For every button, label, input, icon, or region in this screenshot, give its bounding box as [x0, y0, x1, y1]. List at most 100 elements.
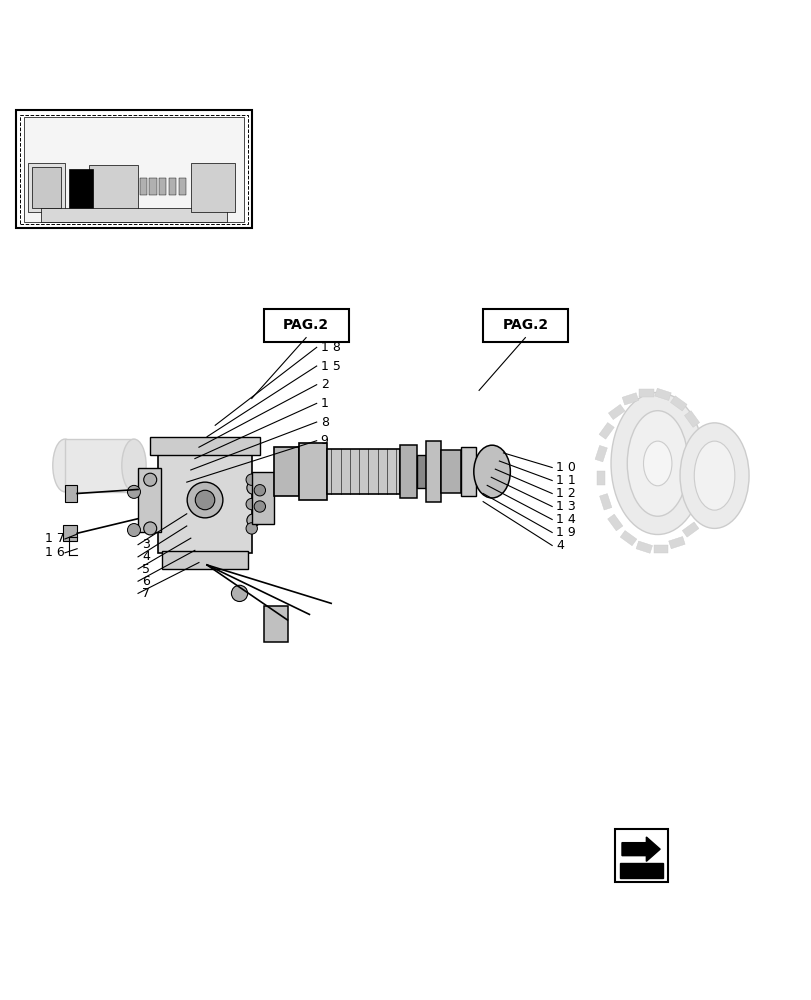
Bar [638, 389, 653, 397]
Bar [693, 502, 707, 519]
Bar [24, 117, 243, 222]
Bar [139, 178, 147, 195]
Circle shape [247, 514, 260, 527]
FancyBboxPatch shape [264, 309, 349, 342]
Bar [191, 163, 235, 212]
Bar [400, 445, 416, 498]
Circle shape [127, 485, 140, 498]
Bar [162, 551, 247, 569]
Text: 4: 4 [556, 539, 564, 552]
Bar [28, 163, 65, 212]
Circle shape [127, 524, 140, 537]
Text: 1 4: 1 4 [556, 513, 575, 526]
Bar [251, 472, 274, 524]
FancyBboxPatch shape [16, 110, 251, 228]
Bar [159, 178, 166, 195]
Bar [596, 471, 604, 485]
Text: 2: 2 [320, 378, 328, 391]
Text: 1 9: 1 9 [556, 526, 575, 539]
Bar [684, 411, 699, 427]
Bar [681, 522, 698, 537]
Text: 1 8: 1 8 [320, 341, 340, 354]
Bar [668, 537, 684, 549]
Bar [41, 208, 227, 222]
Bar [607, 404, 624, 420]
Circle shape [247, 481, 260, 494]
Bar [150, 437, 260, 455]
Circle shape [246, 498, 257, 510]
Text: 5: 5 [142, 563, 150, 576]
Polygon shape [621, 837, 659, 861]
Bar [607, 514, 622, 531]
Circle shape [246, 523, 257, 534]
Bar [138, 468, 161, 532]
Bar [65, 439, 134, 492]
Text: 8: 8 [320, 416, 328, 429]
Text: 1 7: 1 7 [45, 532, 64, 545]
Circle shape [195, 490, 214, 510]
Bar [32, 167, 61, 208]
Bar [149, 178, 157, 195]
Ellipse shape [611, 392, 703, 535]
Bar [699, 480, 711, 496]
Text: 1 0: 1 0 [556, 461, 575, 474]
Bar [599, 423, 613, 439]
Bar [158, 447, 251, 553]
Bar [620, 531, 636, 546]
Bar [426, 441, 440, 502]
Ellipse shape [53, 439, 77, 492]
Bar [264, 606, 288, 642]
Bar [274, 447, 298, 496]
Text: 6: 6 [142, 575, 150, 588]
Circle shape [144, 473, 157, 486]
Text: 1 2: 1 2 [556, 487, 575, 500]
Ellipse shape [122, 439, 146, 492]
Circle shape [144, 522, 157, 535]
Text: 3: 3 [142, 538, 150, 551]
Bar [65, 485, 77, 502]
Bar [298, 443, 327, 500]
Text: 1 1: 1 1 [556, 474, 575, 487]
Circle shape [254, 485, 265, 496]
Bar [178, 178, 186, 195]
Text: 1 5: 1 5 [320, 360, 340, 373]
Ellipse shape [627, 411, 687, 516]
Ellipse shape [642, 441, 672, 486]
Bar [461, 447, 475, 496]
Circle shape [254, 501, 265, 512]
Text: 1 6: 1 6 [45, 546, 64, 559]
Text: 1: 1 [320, 397, 328, 410]
Ellipse shape [693, 441, 734, 510]
Bar [635, 541, 652, 553]
Circle shape [187, 482, 222, 518]
Bar [169, 178, 176, 195]
Bar [621, 393, 637, 405]
Bar [599, 494, 611, 510]
Ellipse shape [679, 423, 748, 528]
Text: 4: 4 [142, 550, 150, 563]
Text: 9: 9 [320, 434, 328, 447]
Text: 1 3: 1 3 [556, 500, 575, 513]
Bar [654, 388, 671, 400]
Bar [69, 169, 93, 209]
Bar [62, 525, 77, 541]
Circle shape [246, 474, 257, 485]
Bar [670, 396, 686, 411]
Text: PAG.2: PAG.2 [283, 318, 328, 332]
Bar [702, 456, 710, 471]
Circle shape [231, 585, 247, 601]
Bar [440, 450, 461, 493]
FancyBboxPatch shape [483, 309, 568, 342]
Text: 7: 7 [142, 587, 150, 600]
FancyBboxPatch shape [20, 115, 247, 224]
Ellipse shape [474, 445, 510, 498]
Bar [695, 432, 707, 448]
Bar [653, 545, 667, 553]
Bar [89, 165, 138, 209]
Bar [594, 445, 607, 462]
Bar [619, 863, 662, 878]
Bar [615, 829, 667, 882]
Bar [327, 449, 400, 494]
Bar [416, 455, 426, 488]
Text: PAG.2: PAG.2 [502, 318, 547, 332]
